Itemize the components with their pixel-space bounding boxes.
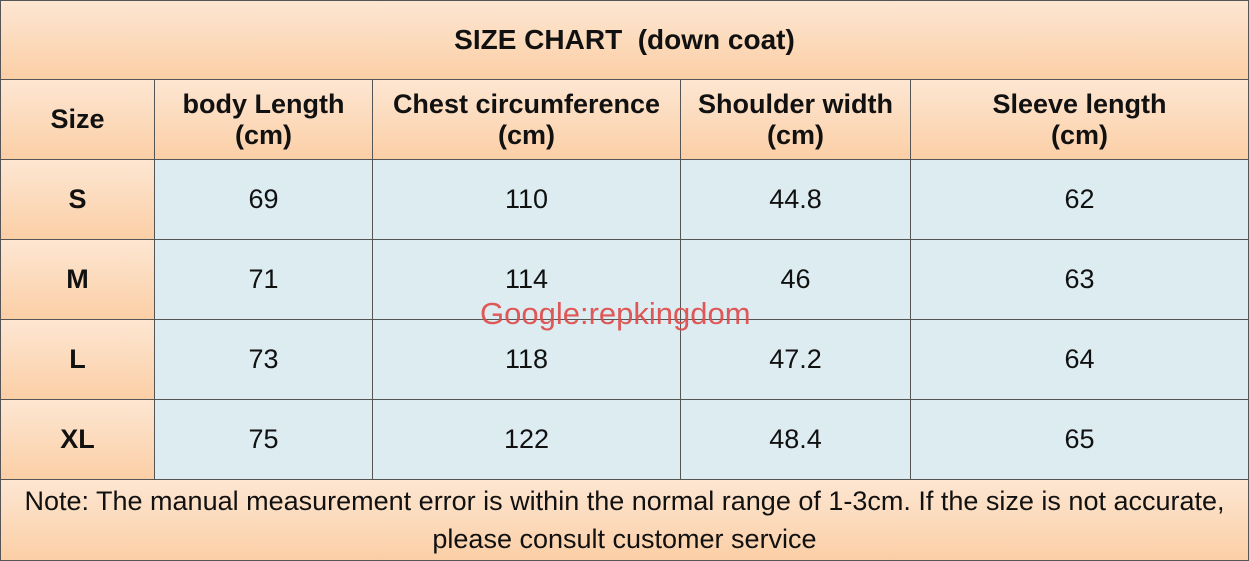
measurement: 73: [155, 320, 373, 400]
size-label: S: [1, 160, 155, 240]
measurement: 48.4: [681, 400, 911, 480]
measurement: 71: [155, 240, 373, 320]
table-title: SIZE CHART (down coat): [1, 1, 1248, 80]
measurement: 122: [373, 400, 681, 480]
header-text: Size: [50, 104, 105, 134]
header-cell: Size: [1, 80, 155, 160]
header-text: Chest circumference: [392, 88, 661, 119]
header-cell: Shoulder width (cm): [681, 80, 911, 160]
measurement: 44.8: [681, 160, 911, 240]
size-label: L: [1, 320, 155, 400]
header-cell: body Length (cm): [155, 80, 373, 160]
measurement: 110: [373, 160, 681, 240]
measurement: 47.2: [681, 320, 911, 400]
header-text: Shoulder width: [698, 88, 893, 119]
measurement: 62: [911, 160, 1248, 240]
measurement: 114: [373, 240, 681, 320]
size-label: M: [1, 240, 155, 320]
header-text: (cm): [1050, 119, 1108, 150]
header-text: body Length: [182, 88, 345, 119]
watermark: Google:repkingdom: [480, 296, 751, 331]
note: Note: The manual measurement error is wi…: [1, 480, 1248, 560]
header-cell: Chest circumference (cm): [373, 80, 681, 160]
measurement: 64: [911, 320, 1248, 400]
measurement: 69: [155, 160, 373, 240]
header-text: (cm): [766, 119, 824, 150]
header-text: (cm): [497, 119, 555, 150]
header-cell: Sleeve length (cm): [911, 80, 1248, 160]
measurement: 65: [911, 400, 1248, 480]
measurement: 75: [155, 400, 373, 480]
measurement: 46: [681, 240, 911, 320]
header-text: (cm): [234, 119, 292, 150]
header-text: Sleeve length: [992, 88, 1167, 119]
measurement: 118: [373, 320, 681, 400]
size-label: XL: [1, 400, 155, 480]
measurement: 63: [911, 240, 1248, 320]
